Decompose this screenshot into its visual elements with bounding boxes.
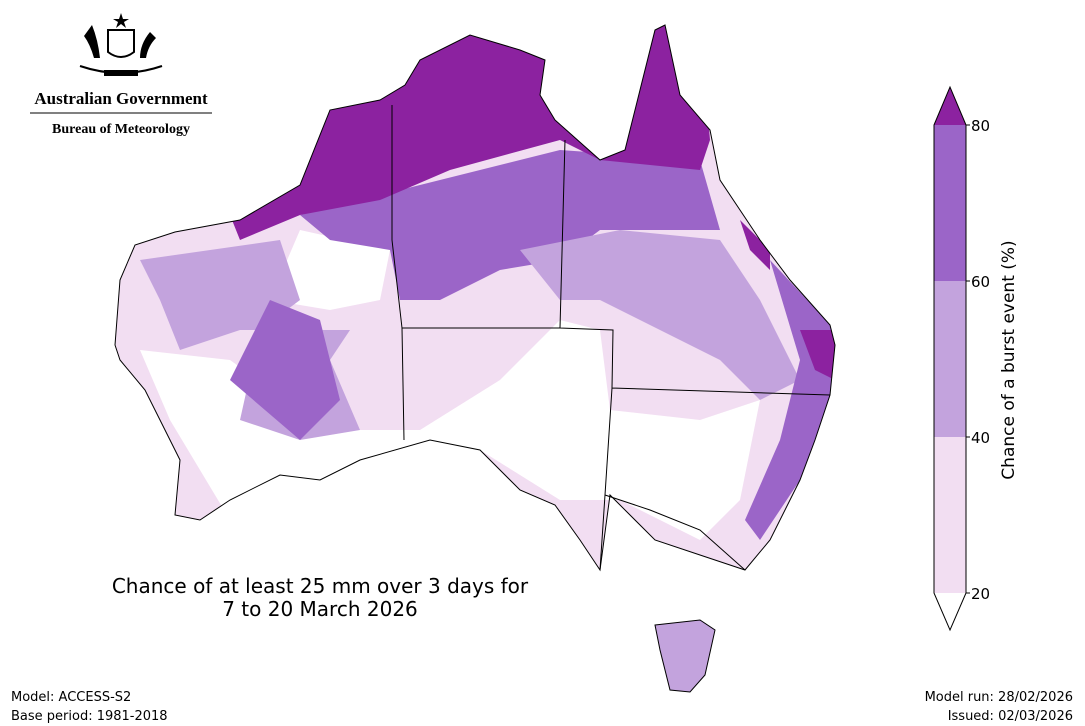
- region: [230, 300, 340, 440]
- colorbar-extend-low: [934, 593, 966, 630]
- region: [800, 330, 835, 380]
- colorbar-tick-label: 20: [971, 585, 990, 603]
- region: [270, 230, 390, 310]
- map-title-line2: 7 to 20 March 2026: [222, 597, 418, 621]
- colorbar-segment: [934, 281, 966, 437]
- region: [740, 220, 770, 270]
- footer-run: Model run: 28/02/2026: [925, 690, 1073, 705]
- logo-line2: Bureau of Meteorology: [52, 122, 190, 137]
- state-borders: [391, 105, 831, 571]
- crest: [79, 13, 163, 76]
- colorbar-extend-high: [934, 87, 966, 125]
- footer-base: Base period: 1981-2018: [11, 709, 168, 724]
- logo-line1: Australian Government: [34, 89, 208, 108]
- logo: Australian Government Bureau of Meteorol…: [30, 13, 212, 137]
- footer-model: Model: ACCESS-S2: [11, 690, 131, 705]
- colorbar-tick-label: 40: [971, 429, 990, 447]
- colorbar-tick-label: 80: [971, 117, 990, 135]
- region: [300, 150, 720, 300]
- map-fill: [115, 25, 835, 570]
- map-title-line1: Chance of at least 25 mm over 3 days for: [112, 574, 529, 598]
- colorbar-tick-label: 60: [971, 273, 990, 291]
- region: [520, 230, 800, 400]
- colorbar-segment: [934, 125, 966, 281]
- colorbar: 20 40 60 80: [933, 85, 990, 632]
- colorbar-label: Chance of a burst event (%): [999, 240, 1019, 479]
- tasmania: [654, 619, 716, 693]
- footer-issued: Issued: 02/03/2026: [948, 709, 1073, 724]
- colorbar-segment: [934, 437, 966, 593]
